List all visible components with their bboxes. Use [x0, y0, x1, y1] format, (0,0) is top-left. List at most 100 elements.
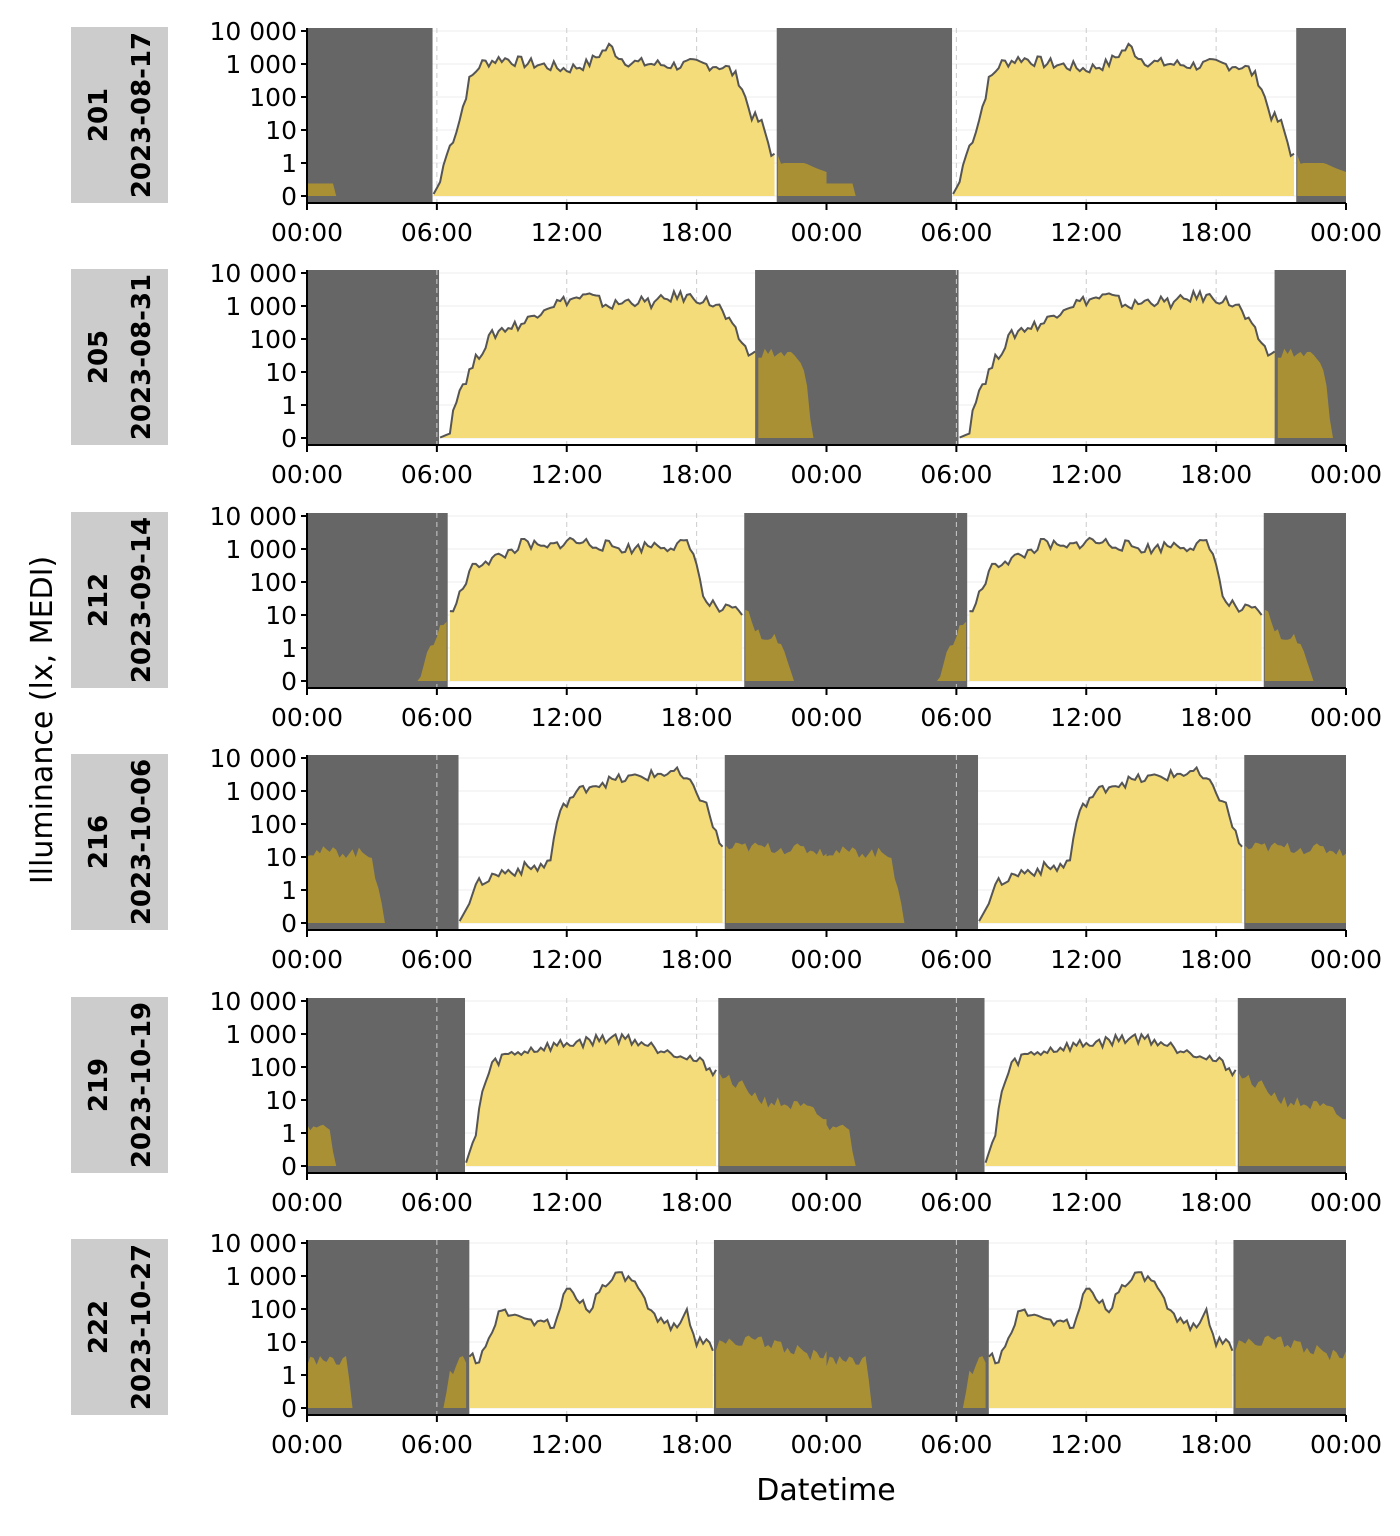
night-area [1238, 1073, 1346, 1166]
night-area [716, 1335, 827, 1408]
night-area [719, 1073, 827, 1166]
night-area [826, 846, 976, 923]
night-area [826, 1356, 986, 1408]
night-area [1297, 155, 1346, 196]
x-tick-label: 12:00 [531, 703, 603, 732]
x-tick-label: 00:00 [271, 218, 343, 247]
x-tick-label: 18:00 [1180, 945, 1252, 974]
y-tick-label: 0 [281, 1394, 297, 1423]
day-area [433, 43, 775, 197]
day-area [440, 291, 756, 438]
x-tick-label: 18:00 [1180, 1188, 1252, 1217]
x-tick-label: 06:00 [401, 1188, 473, 1217]
day-area [985, 1034, 1236, 1166]
x-tick-label: 12:00 [531, 945, 603, 974]
x-tick-label: 00:00 [1310, 703, 1382, 732]
night-band [307, 513, 448, 687]
night-area [758, 348, 827, 438]
x-tick-label: 12:00 [531, 1430, 603, 1459]
illuminance-line [978, 765, 1243, 922]
x-tick-label: 18:00 [1180, 460, 1252, 489]
x-tick-label: 06:00 [920, 1430, 992, 1459]
y-tick-label: 1 000 [225, 1262, 297, 1291]
panel-212: 212 2023-09-14 0 1 10 100 1 000 10 000 00:00 06:0… [71, 502, 1382, 732]
strip-date: 2023-09-14 [127, 517, 157, 683]
day-area [959, 291, 1275, 438]
night-area [307, 183, 431, 196]
y-tick-label: 100 [249, 810, 297, 839]
strip-label: 205 [84, 330, 114, 384]
x-tick-label: 12:00 [531, 1188, 603, 1217]
x-tick-label: 06:00 [401, 1430, 473, 1459]
x-tick-label: 18:00 [661, 945, 733, 974]
strip-label: 216 [84, 815, 114, 869]
illuminance-line [458, 765, 724, 922]
night-band [307, 270, 440, 444]
strip-label: 219 [84, 1058, 114, 1112]
x-tick-label: 06:00 [920, 218, 992, 247]
y-tick-label: 1 [281, 149, 297, 178]
x-tick-label: 06:00 [920, 703, 992, 732]
x-tick-label: 12:00 [531, 460, 603, 489]
x-tick-label: 06:00 [920, 945, 992, 974]
y-tick-label: 10 000 [210, 987, 297, 1016]
y-tick-label: 10 000 [210, 502, 297, 531]
strip-date: 2023-10-19 [127, 1002, 157, 1168]
y-tick-label: 10 000 [210, 259, 297, 288]
x-tick-label: 00:00 [790, 1430, 862, 1459]
y-tick-label: 10 [265, 601, 297, 630]
x-tick-label: 00:00 [790, 218, 862, 247]
day-area [466, 1034, 717, 1166]
y-tick-label: 0 [281, 1152, 297, 1181]
y-tick-label: 100 [249, 1295, 297, 1324]
x-tick-label: 00:00 [1310, 460, 1382, 489]
x-tick-label: 12:00 [1050, 703, 1122, 732]
y-tick-label: 1 000 [225, 1020, 297, 1049]
y-tick-label: 1 000 [225, 535, 297, 564]
x-tick-label: 12:00 [1050, 1188, 1122, 1217]
strip-label: 201 [84, 88, 114, 142]
panel-216: 216 2023-10-06 0 1 10 100 1 000 10 000 00:00 06:0… [71, 744, 1382, 974]
night-band [307, 28, 433, 202]
x-tick-label: 18:00 [661, 218, 733, 247]
strip-date: 2023-08-31 [127, 274, 157, 440]
night-area [826, 183, 950, 196]
night-area [307, 621, 447, 681]
y-tick-label: 10 [265, 358, 297, 387]
x-tick-label: 12:00 [1050, 460, 1122, 489]
y-tick-label: 1 [281, 1361, 297, 1390]
x-tick-label: 00:00 [1310, 218, 1382, 247]
y-tick-label: 1 000 [225, 50, 297, 79]
x-tick-label: 06:00 [920, 460, 992, 489]
night-area [1264, 609, 1346, 681]
y-tick-label: 10 000 [210, 17, 297, 46]
night-area [307, 1124, 463, 1166]
y-tick-label: 100 [249, 568, 297, 597]
x-tick-label: 12:00 [531, 218, 603, 247]
panel-201: 201 2023-08-17 0 1 10 100 1 000 10 000 00:00 06:0… [71, 17, 1382, 247]
strip-background [71, 754, 168, 930]
y-tick-label: 0 [281, 909, 297, 938]
x-tick-label: 00:00 [271, 460, 343, 489]
x-tick-label: 18:00 [661, 1430, 733, 1459]
strip-background [71, 269, 168, 445]
day-area [459, 767, 723, 923]
y-tick-label: 1 000 [225, 777, 297, 806]
y-tick-label: 100 [249, 1053, 297, 1082]
illuminance-line [468, 1271, 714, 1365]
x-tick-label: 12:00 [1050, 945, 1122, 974]
day-area [449, 537, 743, 681]
night-area [777, 155, 827, 196]
day-area [953, 43, 1295, 197]
x-tick-label: 18:00 [661, 703, 733, 732]
x-tick-label: 18:00 [1180, 218, 1252, 247]
x-tick-label: 06:00 [401, 460, 473, 489]
y-tick-label: 10 [265, 1328, 297, 1357]
x-tick-label: 06:00 [920, 1188, 992, 1217]
strip-background [71, 1239, 168, 1415]
night-area [826, 1124, 983, 1166]
strip-date: 2023-08-17 [127, 32, 157, 198]
strip-background [71, 27, 168, 203]
strip-background [71, 997, 168, 1173]
night-area [1245, 842, 1346, 923]
